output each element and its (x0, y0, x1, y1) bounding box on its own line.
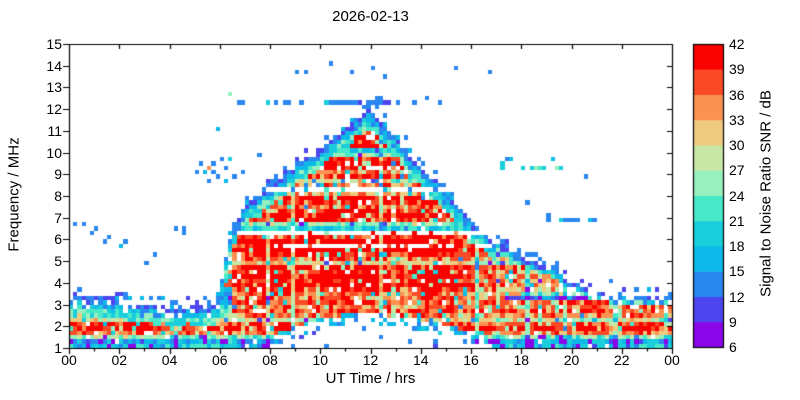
colorbar-tick-label: 30 (729, 137, 745, 153)
x-tick-label: 10 (312, 352, 329, 368)
colorbar-tick-label: 24 (729, 187, 745, 204)
y-tick-label: 8 (54, 188, 62, 204)
y-tick-label: 6 (54, 231, 62, 248)
colorbar-tick-label: 36 (729, 86, 745, 103)
x-tick-label: 18 (513, 352, 530, 368)
x-tick-label: 04 (161, 352, 178, 368)
x-tick-label: 12 (362, 352, 379, 368)
x-tick-label: 16 (463, 352, 479, 368)
x-tick-label: 02 (111, 352, 128, 368)
colorbar-tick-label: 15 (729, 263, 745, 280)
colorbar-tick-label: 42 (729, 36, 745, 52)
y-axis-label: Frequency / MHz (5, 137, 23, 252)
x-tick-label: 00 (61, 352, 77, 368)
y-tick-label: 1 (54, 340, 62, 356)
y-tick-label: 11 (47, 122, 62, 139)
y-tick-label: 2 (54, 318, 62, 335)
y-tick-label: 7 (54, 209, 62, 226)
chart-title: 2026-02-13 (332, 8, 409, 25)
y-tick-label: 5 (54, 253, 62, 270)
x-tick-label: 06 (211, 352, 228, 368)
x-tick-label: 14 (412, 352, 429, 368)
x-tick-label: 22 (613, 352, 630, 368)
colorbar-tick-label: 39 (729, 61, 745, 78)
colorbar-tick-label: 21 (729, 212, 745, 229)
x-tick-label: 20 (563, 352, 580, 368)
x-tick-label: 00 (664, 352, 680, 368)
x-tick-label: 08 (262, 352, 278, 368)
colorbar-tick-label: 9 (729, 313, 737, 330)
y-tick-label: 10 (46, 144, 62, 161)
y-tick-label: 14 (46, 57, 62, 74)
colorbar-tick-label: 33 (729, 111, 745, 128)
y-tick-label: 13 (46, 79, 62, 96)
y-tick-label: 9 (54, 166, 62, 183)
x-axis-label: UT Time / hrs (325, 370, 416, 387)
colorbar-tick-label: 6 (729, 339, 737, 355)
colorbar-tick-label: 27 (729, 162, 745, 179)
colorbar-tick-label: 12 (729, 288, 745, 305)
y-tick-label: 12 (46, 101, 62, 118)
y-tick-label: 4 (54, 274, 62, 291)
colorbar-label: Signal to Noise Ratio SNR / dB (757, 90, 775, 297)
y-tick-label: 3 (54, 296, 62, 313)
y-tick-label: 15 (46, 36, 62, 52)
colorbar-tick-label: 18 (729, 238, 745, 254)
